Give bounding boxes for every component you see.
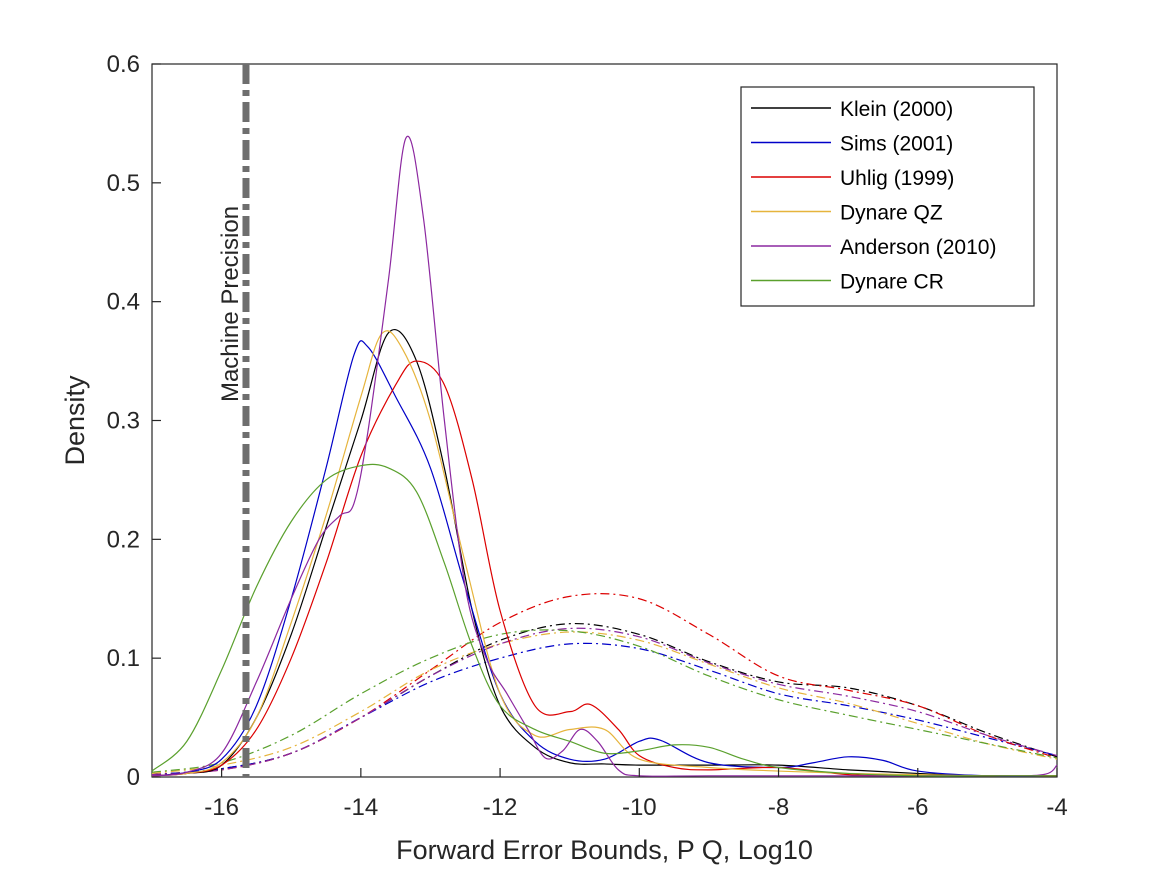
y-tick-label: 0.1 bbox=[107, 645, 140, 672]
legend-box bbox=[740, 86, 1035, 307]
dashdot-curve-4 bbox=[151, 631, 1058, 775]
x-tick-label: -16 bbox=[204, 794, 239, 821]
dashdot-curve-1 bbox=[151, 622, 1058, 776]
x-tick-label: -12 bbox=[483, 794, 518, 821]
series-line-klein-2000 bbox=[151, 329, 1058, 777]
plot-area: Machine Precision bbox=[151, 63, 1058, 778]
series-line-dynare-cr bbox=[151, 463, 1057, 777]
legend-label-anderson-2010: Anderson (2010) bbox=[840, 236, 996, 259]
dashdot-curve-3 bbox=[151, 593, 1058, 776]
legend-label-klein-2000: Klein (2000) bbox=[840, 98, 953, 121]
x-tick-label: -10 bbox=[622, 794, 657, 821]
dashdot-curve-5 bbox=[151, 627, 1058, 776]
series-line-uhlig-1999 bbox=[151, 360, 1057, 777]
dashdot-curve-6 bbox=[151, 629, 1058, 773]
legend-label-dynare-qz: Dynare QZ bbox=[840, 202, 943, 225]
legend-label-dynare-cr: Dynare CR bbox=[840, 271, 944, 294]
series-line-anderson-2010 bbox=[151, 135, 1058, 777]
x-axis-title: Forward Error Bounds, P Q, Log10 bbox=[396, 835, 813, 865]
y-tick-label: 0.2 bbox=[107, 526, 140, 553]
machine-precision-label: Machine Precision bbox=[217, 206, 244, 402]
density-curves bbox=[151, 135, 1058, 777]
y-tick-label: 0.4 bbox=[107, 289, 140, 316]
legend: Klein (2000) Sims (2001) Uhlig (1999) Dynar… bbox=[740, 86, 1035, 307]
legend-label-uhlig-1999: Uhlig (1999) bbox=[840, 167, 954, 190]
x-tick-label: -6 bbox=[907, 794, 928, 821]
x-tick-label: -8 bbox=[768, 794, 789, 821]
dashdot-curve-2 bbox=[151, 642, 1058, 776]
x-axis-ticks: -16 -14 -12 -10 -8 -6 -4 bbox=[204, 768, 1068, 821]
dashdot-curves bbox=[151, 593, 1058, 776]
series-line-dynare-qz bbox=[151, 330, 1058, 777]
y-tick-label: 0.6 bbox=[107, 51, 140, 78]
y-tick-label: 0.3 bbox=[107, 408, 140, 435]
legend-label-sims-2001: Sims (2001) bbox=[840, 133, 953, 156]
y-axis-title: Density bbox=[60, 375, 90, 466]
series-line-sims-2001 bbox=[151, 340, 1058, 777]
y-tick-label: 0 bbox=[127, 764, 140, 791]
x-tick-label: -14 bbox=[344, 794, 379, 821]
y-tick-label: 0.5 bbox=[107, 170, 140, 197]
y-axis-ticks: 0 0.1 0.2 0.3 0.4 0.5 0.6 bbox=[107, 51, 161, 791]
x-tick-label: -4 bbox=[1046, 794, 1067, 821]
